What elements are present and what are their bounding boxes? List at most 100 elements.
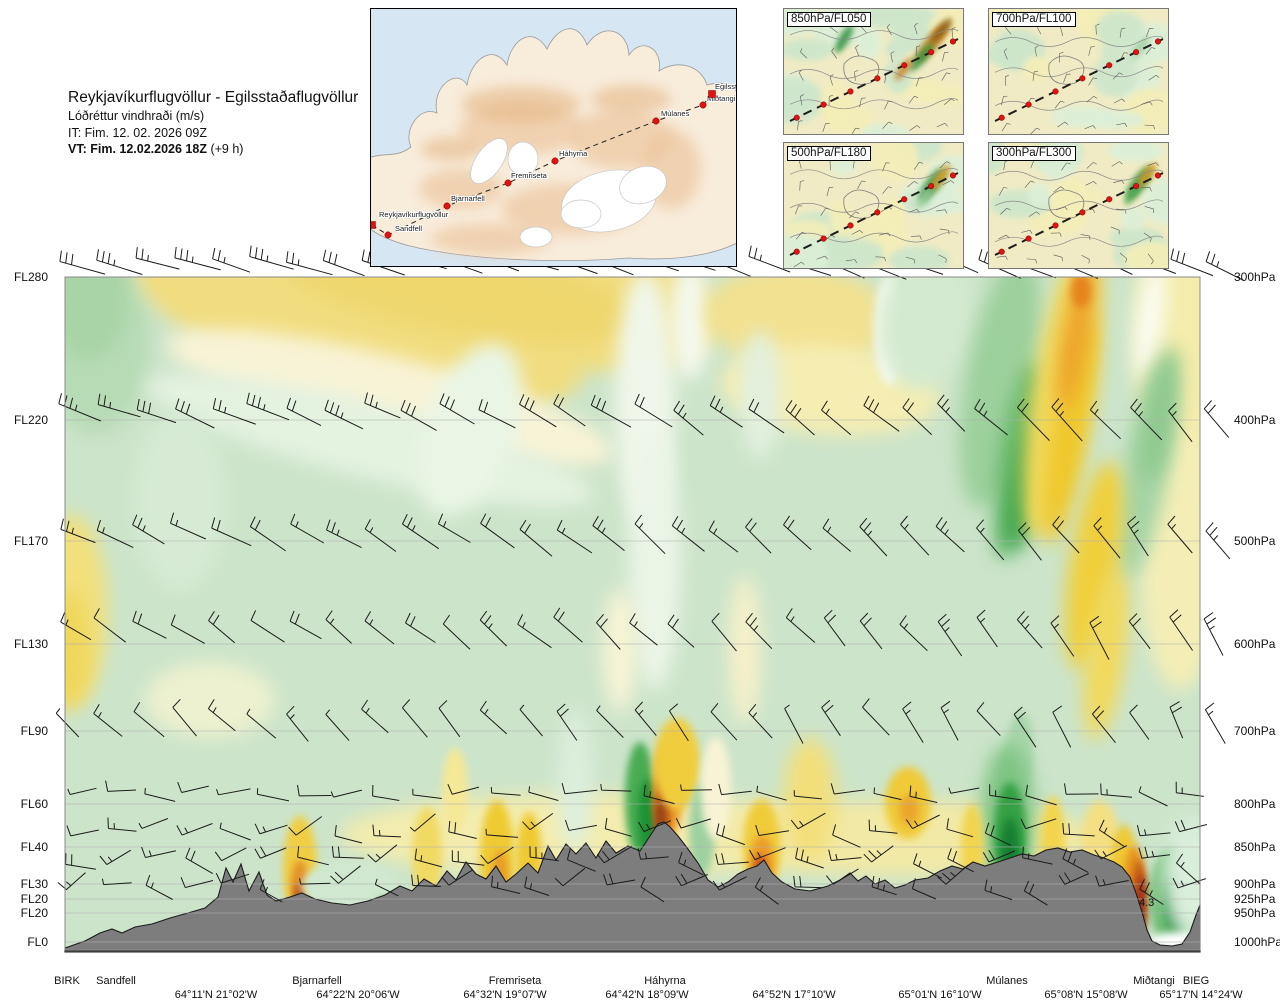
waypoint-marker <box>928 183 935 190</box>
waypoint-marker <box>874 75 881 82</box>
flight-level-tick: FL60 <box>20 797 48 811</box>
waypoint-marker <box>1052 222 1059 229</box>
waypoint-label: Sandfell <box>395 224 422 233</box>
glacier <box>519 226 553 248</box>
waypoint-label: Bjarnarfell <box>451 194 485 203</box>
waypoint-label: Múlanes <box>661 109 690 118</box>
waypoint-marker <box>1133 49 1140 56</box>
waypoint-marker <box>699 101 707 109</box>
waypoint-label: Egilsstaðir <box>715 82 736 91</box>
pressure-tick: 600hPa <box>1234 637 1276 651</box>
waypoint-marker <box>793 114 800 121</box>
iceland-overview-map: Reykjavíkurflugvöllur Sandfell Bjarnarfell… <box>370 8 737 267</box>
station-name: Fremriseta <box>488 975 542 987</box>
waypoint-marker <box>928 49 935 56</box>
waypoint-marker <box>901 196 908 203</box>
airport-marker <box>371 221 376 229</box>
mini-map-label-700: 700hPa/FL100 <box>992 12 1077 27</box>
waypoint-label: Háhyrna <box>559 149 588 158</box>
mini-map-label-500: 500hPa/FL180 <box>787 146 872 161</box>
flight-level-tick: FL220 <box>13 413 48 427</box>
waypoint-marker <box>504 179 512 187</box>
airport-marker <box>708 90 716 98</box>
waypoint-marker <box>793 248 800 255</box>
waypoint-marker <box>1025 101 1032 108</box>
waypoint-marker <box>1154 172 1162 179</box>
station-coordinates: 65°01'N 16°10'W <box>898 989 982 1001</box>
station-name: Miðtangi <box>1133 975 1175 987</box>
mini-map-300hpa: 300hPa/FL300 <box>988 142 1169 269</box>
waypoint-label: Reykjavíkurflugvöllur <box>379 210 449 219</box>
flight-level-tick: FL30 <box>20 877 48 891</box>
pressure-tick: 900hPa <box>1234 877 1276 891</box>
waypoint-marker <box>652 117 660 125</box>
waypoint-marker <box>949 38 957 45</box>
pressure-tick: 300hPa <box>1234 270 1276 284</box>
waypoint-marker <box>551 157 559 165</box>
waypoint-marker <box>1154 38 1162 45</box>
flight-level-tick: FL130 <box>13 637 48 651</box>
overview-map-canvas: Reykjavíkurflugvöllur Sandfell Bjarnarfell… <box>371 28 736 261</box>
waypoint-marker <box>1133 183 1140 190</box>
station-name: Bjarnarfell <box>292 975 342 987</box>
terrain-silhouette <box>64 821 1201 953</box>
flight-level-tick: FL0 <box>27 935 48 949</box>
station-name: Sandfell <box>96 975 136 987</box>
station-coordinates: 65°17'N 14°24'W <box>1159 989 1243 1001</box>
waypoint-marker <box>384 231 392 239</box>
route-line <box>371 93 713 236</box>
pressure-tick: 950hPa <box>1234 906 1276 920</box>
waypoint-label: Miðtangi <box>707 94 736 103</box>
valid-time: VT: Fim. 12.02.2026 18Z (+9 h) <box>68 141 358 158</box>
page-subtitle: Lóðréttur vindhraði (m/s) <box>68 109 205 124</box>
pressure-tick: 800hPa <box>1234 797 1276 811</box>
pressure-tick: 850hPa <box>1234 840 1276 854</box>
glacier <box>619 165 667 205</box>
pressure-tick: 925hPa <box>1234 892 1276 906</box>
contour-field <box>65 277 1200 950</box>
mini-map-label-300: 300hPa/FL300 <box>992 146 1077 161</box>
mini-map-700hpa: 700hPa/FL100 <box>988 8 1169 135</box>
flight-level-tick: FL170 <box>13 534 48 548</box>
waypoint-marker <box>820 235 827 242</box>
waypoint-marker <box>901 62 908 69</box>
page-title: Reykjavíkurflugvöllur - Egilsstaðaflugvö… <box>68 89 359 106</box>
flight-level-tick: FL40 <box>20 840 48 854</box>
station-coordinates: 64°42'N 18°09'W <box>605 989 689 1001</box>
valid-time-bold: VT: Fim. 12.02.2026 18Z <box>68 142 207 157</box>
waypoint-marker <box>1079 75 1086 82</box>
station-coordinates: 64°52'N 17°10'W <box>752 989 836 1001</box>
pressure-tick: 700hPa <box>1234 724 1276 738</box>
station-coordinates: 64°22'N 20°06'W <box>316 989 400 1001</box>
waypoint-marker <box>847 222 854 229</box>
waypoint-marker <box>1052 88 1059 95</box>
station-name: Múlanes <box>986 975 1028 987</box>
contour-value-annotation: 4.3 <box>1139 897 1154 909</box>
waypoint-marker <box>949 172 957 179</box>
mini-map-850hpa: 850hPa/FL050 <box>783 8 964 135</box>
station-name: Háhyrna <box>644 975 686 987</box>
waypoint-marker <box>820 101 827 108</box>
waypoint-marker <box>847 88 854 95</box>
flight-level-tick: FL20 <box>20 906 48 920</box>
pressure-gridlines <box>65 419 1200 943</box>
waypoint-label: Fremriseta <box>511 171 548 180</box>
mini-map-label-850: 850hPa/FL050 <box>787 12 872 27</box>
glacier <box>470 138 508 184</box>
waypoint-marker <box>1079 209 1086 216</box>
station-name: BIRK <box>54 975 80 987</box>
waypoint-marker <box>443 202 451 210</box>
flight-level-tick: FL280 <box>13 270 48 284</box>
pressure-tick: 400hPa <box>1234 413 1276 427</box>
station-name: BIEG <box>1182 975 1210 987</box>
init-time: IT: Fim. 12. 02. 2026 09Z <box>68 125 207 140</box>
title-block: Reykjavíkurflugvöllur - Egilsstaðaflugvö… <box>68 88 358 158</box>
waypoint-marker <box>1106 62 1113 69</box>
cross-section-chart: 4.3 <box>55 244 1245 953</box>
waypoint-marker <box>998 114 1005 121</box>
waypoint-marker <box>1106 196 1113 203</box>
flight-level-tick: FL90 <box>20 724 48 738</box>
station-coordinates: 64°11'N 21°02'W <box>174 989 258 1001</box>
waypoint-marker <box>874 209 881 216</box>
